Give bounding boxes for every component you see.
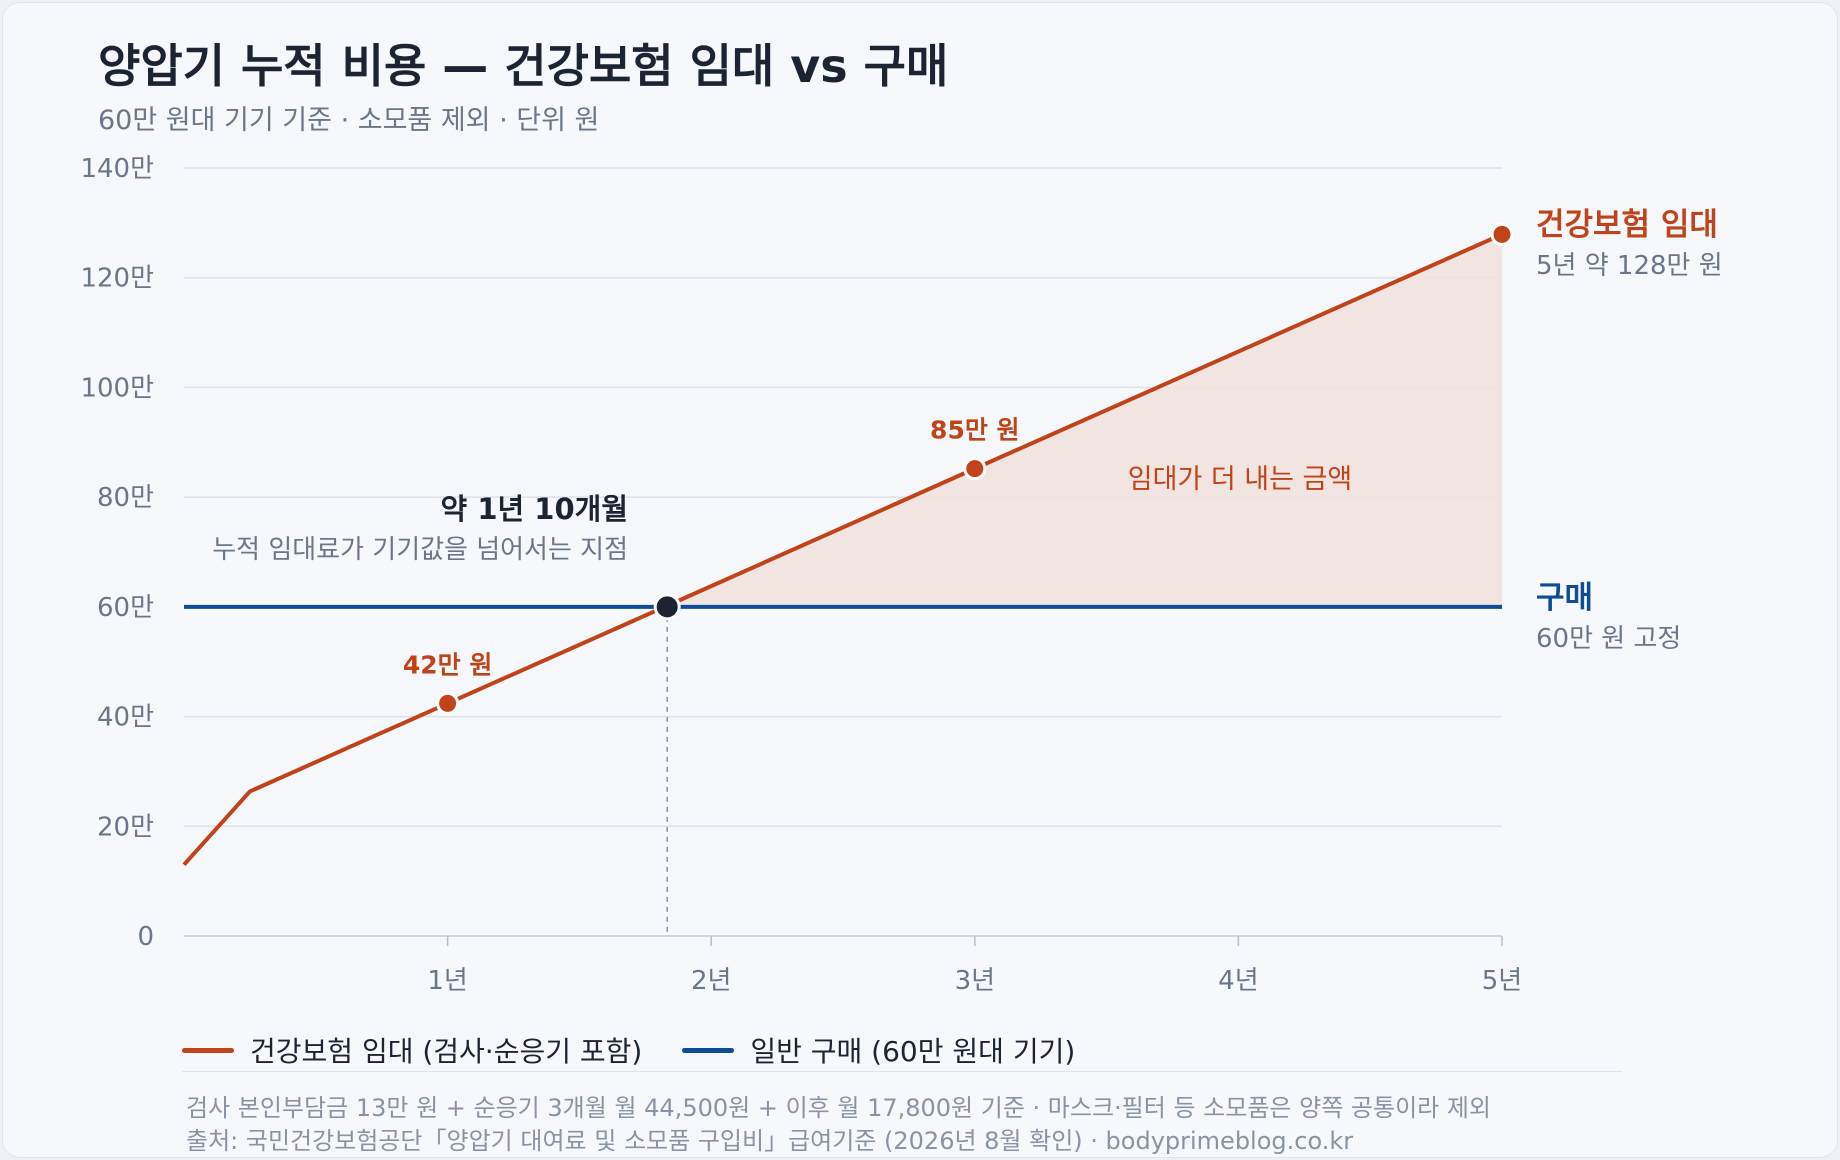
footnote-assumptions: 검사 본인부담금 13만 원 + 순응기 3개월 월 44,500원 + 이후 … [186,1094,1492,1122]
legend-swatch-rental [182,1047,234,1053]
legend: 건강보험 임대 (검사·순응기 포함) 일반 구매 (60만 원대 기기) [182,1030,1115,1070]
crossover-title: 약 1년 10개월 [441,492,628,526]
chart-title: 양압기 누적 비용 — 건강보험 임대 vs 구매 [98,39,949,93]
data-point-rental [436,691,460,715]
crossover-point [653,593,681,621]
legend-item-rental: 건강보험 임대 (검사·순응기 포함) [182,1030,642,1070]
end-title-rental: 건강보험 임대 [1536,207,1718,243]
end-note-purchase: 60만 원 고정 [1536,624,1681,654]
y-tick-label: 20만 [97,812,154,842]
chart-subtitle: 60만 원대 기기 기준 · 소모품 제외 · 단위 원 [98,105,600,136]
series-lines [182,232,1503,867]
series-line-rental [182,232,1503,867]
x-tick-label: 5년 [1482,966,1522,996]
x-tick-label: 2년 [691,966,731,996]
y-tick-label: 60만 [97,593,154,623]
y-tick-label: 0 [137,922,154,952]
legend-item-purchase: 일반 구매 (60만 원대 기기) [682,1030,1075,1070]
footnote-source: 출처: 국민건강보험공단「양압기 대여료 및 소모품 구입비」급여기준 (202… [186,1127,1354,1155]
y-tick-label: 80만 [97,483,154,513]
crossover-note: 누적 임대료가 기기값을 넘어서는 지점 [212,535,628,565]
end-note-rental: 5년 약 128만 원 [1536,251,1723,281]
x-tick-label: 3년 [955,966,995,996]
y-tick-label: 100만 [80,373,154,403]
legend-label-purchase: 일반 구매 (60만 원대 기기) [750,1035,1076,1068]
y-tick-label: 40만 [97,703,154,733]
area-label: 임대가 더 내는 금액 [1128,464,1352,495]
end-title-purchase: 구매 [1536,580,1593,616]
data-point-rental [963,457,987,481]
y-tick-label: 120만 [80,264,154,294]
data-label: 85만 원 [930,416,1020,445]
legend-swatch-purchase [682,1047,735,1053]
data-label: 42만 원 [403,650,493,679]
data-markers [436,222,1514,715]
end-point-rental [1490,222,1514,246]
x-tick-label: 1년 [427,966,467,996]
x-tick-label: 4년 [1218,966,1258,996]
y-tick-label: 140만 [80,154,154,184]
footer-divider [182,1071,1622,1072]
legend-label-rental: 건강보험 임대 (검사·순응기 포함) [250,1035,643,1068]
chart-labels: 0 20만 40만 60만 80만 100만 120만 140만 1년 2년 3년 4년 5년 42만 원… [80,154,1722,996]
